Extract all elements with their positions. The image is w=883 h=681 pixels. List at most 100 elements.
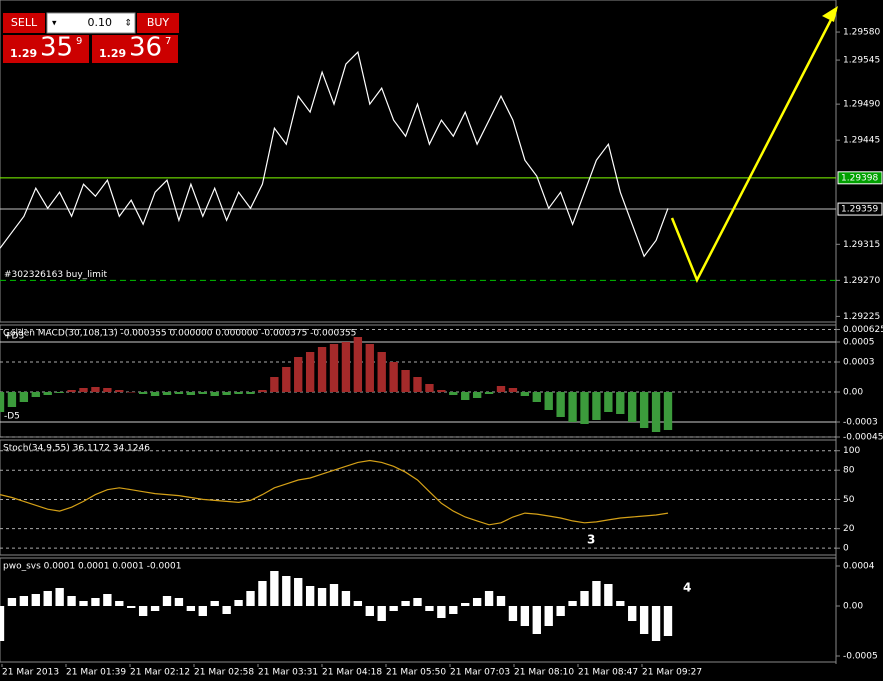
y-tick-label: 50 <box>843 495 855 505</box>
histogram-bar <box>401 601 410 606</box>
histogram-bar <box>127 392 136 393</box>
lot-field[interactable] <box>46 12 136 34</box>
histogram-bar <box>7 598 17 606</box>
level-box <box>837 202 883 216</box>
level-box <box>837 171 883 185</box>
bid-big: 35 <box>40 33 73 63</box>
histogram-bar <box>115 390 124 392</box>
y-tick-label: 0.0003 <box>843 358 875 368</box>
buy-label[interactable]: BUY <box>147 16 170 29</box>
histogram-bar <box>246 591 255 606</box>
histogram-bar <box>449 606 458 614</box>
histogram-bar <box>222 606 231 614</box>
histogram-bar <box>67 390 76 392</box>
histogram-bar <box>305 352 315 392</box>
time-label: 21 Mar 07:03 <box>450 668 510 678</box>
ask-prefix: 1.29 <box>99 47 126 60</box>
histogram-bar <box>496 386 506 392</box>
histogram-bar <box>544 392 553 410</box>
y-tick-label: 1.29545 <box>843 56 880 66</box>
histogram-bar <box>246 392 255 394</box>
time-label: 21 Mar 08:10 <box>514 668 574 678</box>
buy-button[interactable] <box>137 13 179 33</box>
y-tick-label: 1.29490 <box>843 100 880 110</box>
y-tick-label: -0.0003 <box>843 418 878 428</box>
histogram-bar <box>270 377 279 392</box>
histogram-bar <box>377 606 386 621</box>
histogram-bar <box>270 571 279 606</box>
histogram-bar <box>258 390 267 392</box>
indicator-title: pwo_svs 0.0001 0.0001 0.0001 -0.0001 <box>3 562 181 572</box>
lot-spinner[interactable]: ⇕ <box>124 19 132 29</box>
histogram-bar <box>520 606 530 626</box>
histogram-bar <box>472 392 482 398</box>
y-tick-label: 0 <box>843 544 849 554</box>
y-tick-label: 1.29315 <box>843 240 880 250</box>
y-tick-label: 0.0005 <box>843 338 875 348</box>
histogram-bar <box>461 392 470 400</box>
lot-arrow[interactable]: ▾ <box>52 19 57 29</box>
histogram-bar <box>365 606 374 616</box>
indicator-title: Stoch(34,9,55) 36.1172 34.1246 <box>3 444 150 454</box>
histogram-bar <box>508 388 518 392</box>
histogram-bar <box>234 392 243 394</box>
histogram-bar <box>186 606 196 611</box>
sell-button[interactable] <box>3 13 45 33</box>
y-tick-label: -0.00045 <box>843 433 883 443</box>
histogram-bar <box>616 392 625 414</box>
histogram-bar <box>401 370 410 392</box>
histogram-bar <box>425 384 434 392</box>
histogram-bar <box>651 606 661 641</box>
histogram-bar <box>341 342 351 392</box>
histogram-bar <box>425 606 434 611</box>
price-line <box>0 459 669 526</box>
histogram-bar <box>91 598 100 606</box>
histogram-bar <box>437 606 446 618</box>
histogram-bar <box>329 584 339 606</box>
ask-big: 36 <box>129 33 162 63</box>
histogram-bar <box>186 392 196 395</box>
y-tick-label: 80 <box>843 466 855 476</box>
histogram-bar <box>639 606 649 634</box>
histogram-bar <box>103 594 112 606</box>
histogram-bar <box>544 606 553 626</box>
ask-box[interactable] <box>92 35 178 63</box>
histogram-bar <box>532 392 541 402</box>
histogram-bar <box>520 392 530 396</box>
histogram-bar <box>389 606 398 611</box>
histogram-bar <box>162 596 172 606</box>
histogram-bar <box>0 606 5 641</box>
time-label: 21 Mar 2013 <box>2 668 59 678</box>
histogram-bar <box>294 578 303 606</box>
histogram-bar <box>496 596 506 606</box>
histogram-bar <box>210 601 219 606</box>
level-price: 1.29398 <box>841 173 878 183</box>
forecast-arrow <box>670 9 838 283</box>
histogram-bar <box>55 588 64 606</box>
histogram-bar <box>198 606 207 616</box>
histogram-bar <box>484 392 494 394</box>
histogram-bar <box>43 392 52 395</box>
histogram-bar <box>258 581 267 606</box>
sell-label[interactable]: SELL <box>11 16 38 29</box>
annotation: 4 <box>683 581 691 595</box>
lot-value[interactable]: 0.10 <box>88 16 113 29</box>
histogram-bar <box>413 598 422 606</box>
time-label: 21 Mar 03:31 <box>258 668 318 678</box>
bid-box[interactable] <box>3 35 89 63</box>
y-tick-label: 0.00 <box>843 602 863 612</box>
histogram-bar <box>317 347 327 392</box>
arrow-head <box>822 6 838 22</box>
histogram-bar <box>150 392 160 396</box>
histogram-bar <box>0 392 5 412</box>
histogram-bar <box>461 603 470 606</box>
time-label: 21 Mar 01:39 <box>66 668 126 678</box>
pane-border <box>0 0 837 323</box>
histogram-bar <box>413 377 422 392</box>
histogram-bar <box>174 392 184 394</box>
histogram-bar <box>639 392 649 428</box>
level-label: #302326163 buy_limit <box>4 270 107 280</box>
histogram-bar <box>353 601 363 606</box>
y-tick-label: 0.00 <box>843 388 863 398</box>
